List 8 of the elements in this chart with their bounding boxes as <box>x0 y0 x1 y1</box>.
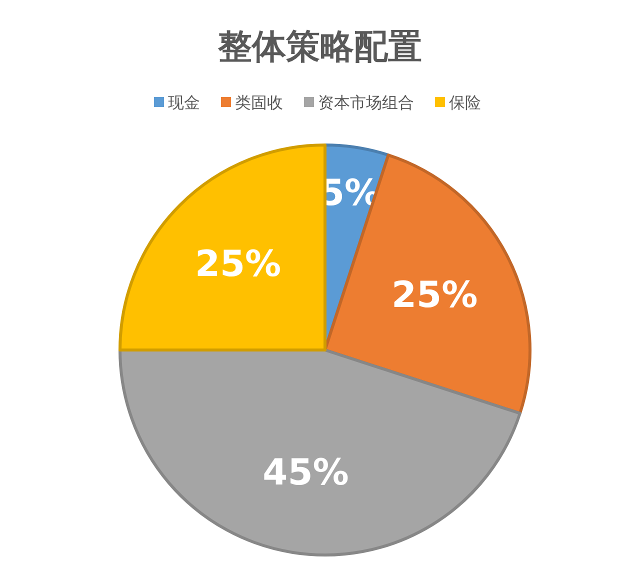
data-label: 45% <box>262 452 349 494</box>
data-label: 25% <box>194 244 282 286</box>
legend-label: 保险 <box>449 93 481 112</box>
legend-label: 类固收 <box>235 93 283 112</box>
chart-title: 整体策略配置 <box>217 27 422 67</box>
data-label: 25% <box>392 275 478 316</box>
legend-label: 现金 <box>168 93 200 112</box>
legend-label: 资本市场组合 <box>318 93 414 112</box>
